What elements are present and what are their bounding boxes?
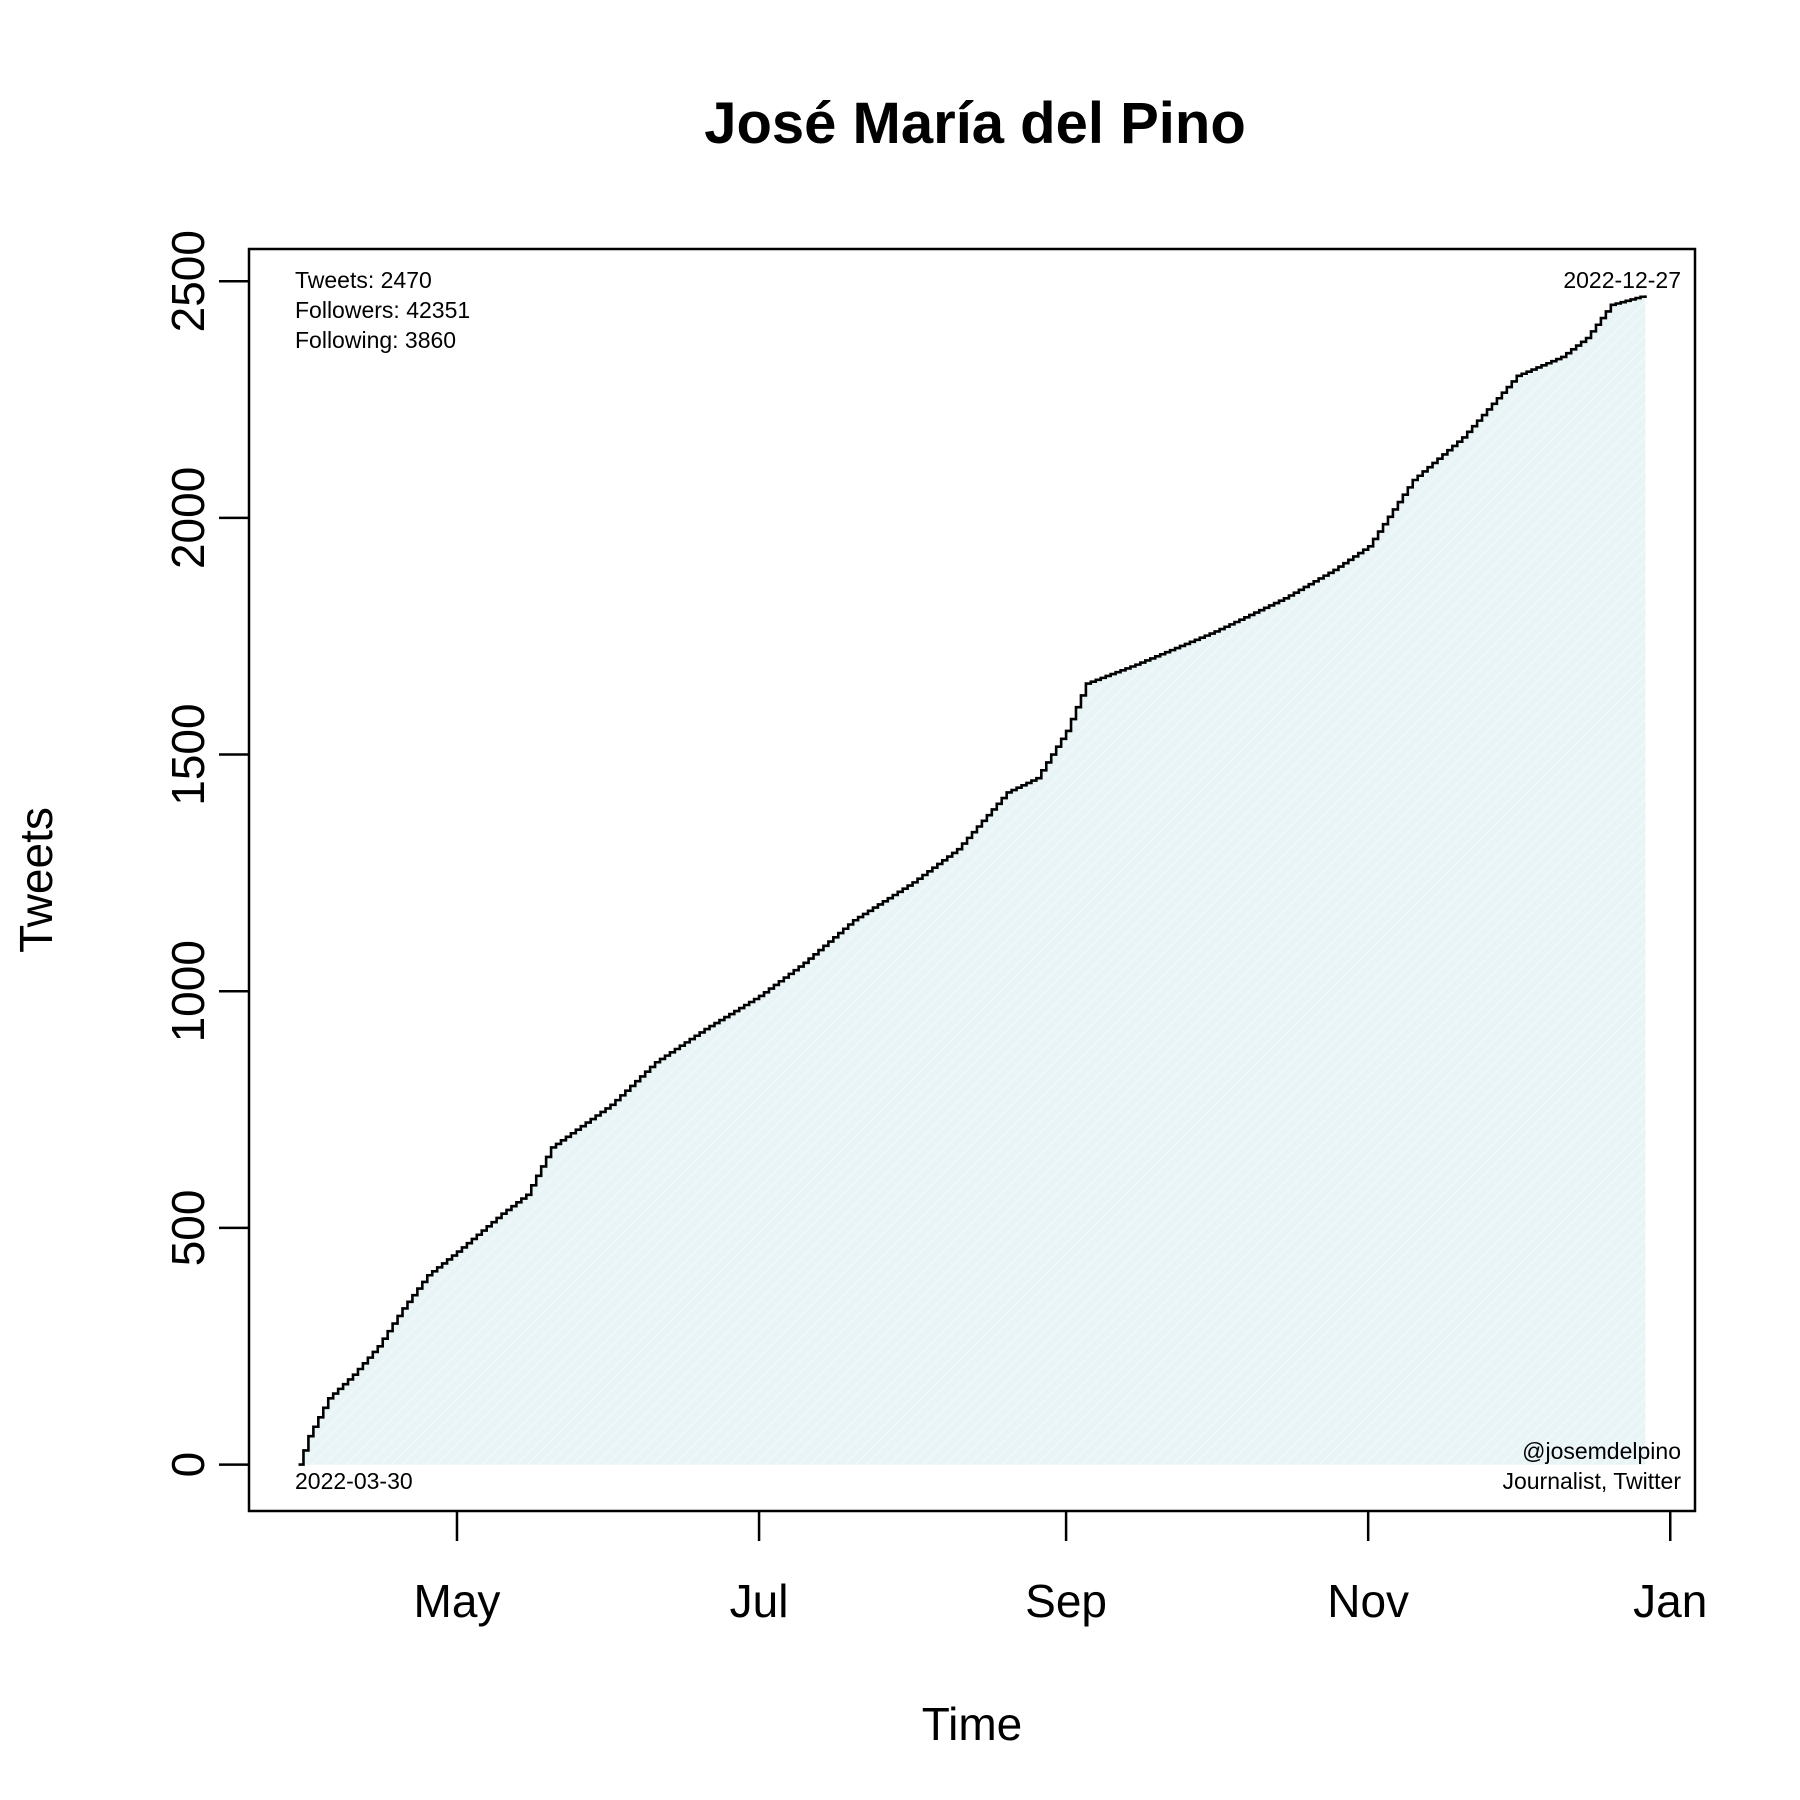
y-axis: 0 500 1000 1500 2000 2500 [162, 230, 249, 1477]
area-fill-layer [298, 295, 1646, 1465]
x-axis: May Jul Sep Nov Jan [414, 1511, 1707, 1627]
chart-title: José María del Pino [704, 91, 1246, 156]
series-line [298, 295, 1647, 1466]
tweets-count-label: Tweets: 2470 [295, 267, 432, 293]
x-tick-label: May [414, 1575, 501, 1627]
y-tick-label: 0 [162, 1452, 214, 1478]
start-date-label: 2022-03-30 [295, 1468, 413, 1494]
x-axis-title: Time [922, 1698, 1023, 1750]
followers-count-label: Followers: 42351 [295, 297, 470, 323]
y-axis-title: Tweets [10, 807, 62, 953]
plot-frame [247, 247, 1697, 1513]
y-tick-label: 500 [162, 1190, 214, 1267]
end-date-label: 2022-12-27 [1563, 267, 1681, 293]
description-label: Journalist, Twitter [1502, 1468, 1681, 1494]
x-tick-label: Nov [1327, 1575, 1409, 1627]
y-tick-label: 2000 [162, 467, 214, 569]
x-tick-label: Jul [730, 1575, 789, 1627]
x-tick-label: Jan [1633, 1575, 1707, 1627]
y-tick-label: 1000 [162, 940, 214, 1042]
y-tick-label: 1500 [162, 703, 214, 805]
x-tick-label: Sep [1025, 1575, 1107, 1627]
following-count-label: Following: 3860 [295, 327, 456, 353]
handle-label: @josemdelpino [1522, 1438, 1681, 1464]
series-line-layer [298, 295, 1647, 1466]
series-area-hatch [298, 295, 1646, 1465]
y-tick-label: 2500 [162, 230, 214, 332]
